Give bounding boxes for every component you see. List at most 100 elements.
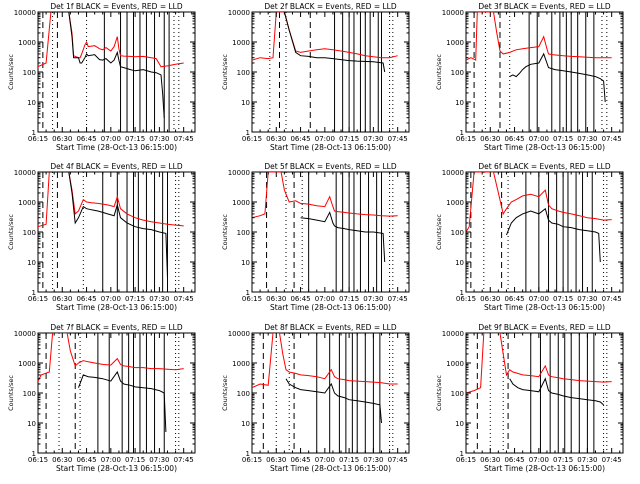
chart-panel-1: 1 10 100 1000 10000 06:15 06:30 06:45 07:00 07:15… xyxy=(7,2,196,152)
x-tick-label: 06:45 xyxy=(290,135,310,143)
series-red xyxy=(466,172,612,233)
y-tick-label: 10 xyxy=(455,99,464,107)
plot-frame xyxy=(37,332,196,454)
data-series xyxy=(466,333,612,406)
y-tick-label: 10 xyxy=(241,420,250,428)
x-tick-label: 06:30 xyxy=(52,135,72,143)
series-black xyxy=(300,211,386,263)
x-tick-label: 06:15 xyxy=(28,456,48,464)
y-tick-label: 10 xyxy=(241,259,250,267)
x-tick-label: 07:45 xyxy=(174,135,194,143)
chart-title: Det 2f BLACK = Events, RED = LLD xyxy=(264,2,397,11)
x-tick-label: 07:00 xyxy=(529,135,549,143)
y-tick-label: 10000 xyxy=(228,169,250,177)
vertical-markers xyxy=(262,333,394,453)
x-tick-label: 06:45 xyxy=(76,135,96,143)
x-tick-label: 07:15 xyxy=(339,295,359,303)
vertical-markers xyxy=(42,12,180,132)
x-tick-label: 07:30 xyxy=(149,456,169,464)
x-tick-label: 07:15 xyxy=(339,135,359,143)
y-tick-label: 10 xyxy=(455,420,464,428)
y-tick-label: 10 xyxy=(27,99,36,107)
x-tick-label: 07:30 xyxy=(363,295,383,303)
x-tick-label: 06:30 xyxy=(266,135,286,143)
series-black xyxy=(49,172,168,278)
x-tick-label: 07:15 xyxy=(125,135,145,143)
x-tick-label: 06:15 xyxy=(242,295,262,303)
y-tick-label: 1 xyxy=(246,129,250,137)
x-tick-label: 07:00 xyxy=(315,456,335,464)
x-tick-label: 07:30 xyxy=(577,135,597,143)
vertical-markers xyxy=(45,333,180,453)
y-axis-label: Counts/sec xyxy=(435,214,443,250)
x-tick-label: 07:00 xyxy=(529,456,549,464)
y-axis-label: Counts/sec xyxy=(221,214,229,250)
series-black xyxy=(283,12,386,73)
series-black xyxy=(506,207,601,263)
x-axis-label: Start Time (28-Oct-13 06:15:00) xyxy=(56,303,177,312)
x-tick-label: 06:15 xyxy=(456,135,476,143)
x-axis-label: Start Time (28-Oct-13 06:15:00) xyxy=(56,464,177,473)
series-red xyxy=(38,12,184,68)
x-axis-label: Start Time (28-Oct-13 06:15:00) xyxy=(270,303,391,312)
y-tick-label: 1 xyxy=(32,129,36,137)
x-tick-label: 06:30 xyxy=(266,295,286,303)
y-tick-label: 1000 xyxy=(446,199,464,207)
y-tick-label: 1 xyxy=(246,289,250,297)
x-tick-label: 07:45 xyxy=(174,456,194,464)
x-tick-label: 06:15 xyxy=(242,456,262,464)
chart-title: Det 7f BLACK = Events, RED = LLD xyxy=(50,323,183,332)
y-tick-label: 100 xyxy=(237,390,250,398)
chart-title: Det 1f BLACK = Events, RED = LLD xyxy=(50,2,183,11)
x-tick-label: 07:00 xyxy=(315,295,335,303)
y-tick-label: 1 xyxy=(32,289,36,297)
x-axis-label: Start Time (28-Oct-13 06:15:00) xyxy=(56,143,177,152)
chart-panel-3: 1 10 100 1000 10000 06:15 06:30 06:45 07:00 07:15… xyxy=(435,2,624,152)
x-tick-label: 07:00 xyxy=(101,135,121,143)
y-axis-label: Counts/sec xyxy=(221,54,229,90)
chart-panel-6: 1 10 100 1000 10000 06:15 06:30 06:45 07:00 07:15… xyxy=(435,162,624,312)
x-tick-label: 07:45 xyxy=(388,456,408,464)
chart-title: Det 5f BLACK = Events, RED = LLD xyxy=(264,162,397,171)
x-tick-label: 06:15 xyxy=(456,295,476,303)
x-tick-label: 06:45 xyxy=(76,456,96,464)
y-axis-label: Counts/sec xyxy=(435,375,443,411)
y-tick-label: 10000 xyxy=(14,9,36,17)
y-tick-label: 10000 xyxy=(228,330,250,338)
y-tick-label: 10 xyxy=(241,99,250,107)
chart-panel-5: 1 10 100 1000 10000 06:15 06:30 06:45 07:00 07:15… xyxy=(221,162,410,312)
x-tick-label: 06:45 xyxy=(504,295,524,303)
vertical-markers xyxy=(476,333,608,453)
x-tick-label: 07:30 xyxy=(363,135,383,143)
y-axis-label: Counts/sec xyxy=(7,214,15,250)
x-tick-label: 07:15 xyxy=(125,295,145,303)
data-series xyxy=(252,12,398,73)
series-black xyxy=(509,52,606,103)
series-red xyxy=(38,172,184,228)
vertical-markers xyxy=(470,172,608,292)
y-axis-label: Counts/sec xyxy=(7,54,15,90)
y-axis-label: Counts/sec xyxy=(7,375,15,411)
x-axis-label: Start Time (28-Oct-13 06:15:00) xyxy=(484,464,605,473)
x-tick-label: 07:45 xyxy=(602,135,622,143)
x-tick-label: 06:45 xyxy=(290,295,310,303)
x-tick-label: 06:30 xyxy=(52,295,72,303)
x-tick-label: 06:45 xyxy=(504,456,524,464)
x-axis-label: Start Time (28-Oct-13 06:15:00) xyxy=(270,464,391,473)
chart-panel-9: 1 10 100 1000 10000 06:15 06:30 06:45 07:00 07:15… xyxy=(435,323,624,473)
x-tick-label: 07:15 xyxy=(125,456,145,464)
plot-frame xyxy=(251,332,410,454)
x-tick-label: 06:30 xyxy=(52,456,72,464)
y-tick-label: 10000 xyxy=(14,169,36,177)
x-tick-label: 07:30 xyxy=(577,295,597,303)
plot-frame xyxy=(465,332,624,454)
series-red xyxy=(252,12,398,61)
y-tick-label: 10000 xyxy=(442,169,464,177)
x-tick-label: 07:45 xyxy=(388,135,408,143)
x-tick-label: 07:15 xyxy=(553,135,573,143)
x-tick-label: 07:45 xyxy=(174,295,194,303)
x-tick-label: 07:00 xyxy=(315,135,335,143)
plot-frame xyxy=(251,11,410,133)
x-tick-label: 06:45 xyxy=(290,456,310,464)
